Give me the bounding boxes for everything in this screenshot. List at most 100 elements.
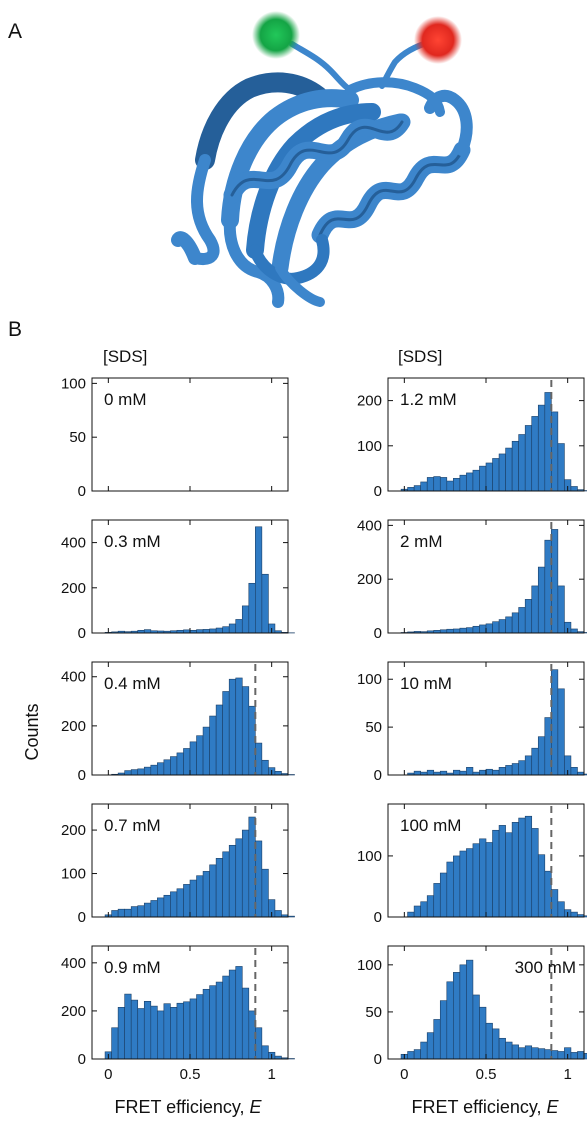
histogram-bar xyxy=(196,875,204,918)
histogram-bar xyxy=(472,625,480,634)
histogram-bar xyxy=(420,901,428,918)
histogram-bar xyxy=(505,832,513,918)
column-header-right: [SDS] xyxy=(398,347,442,366)
histogram-bar xyxy=(248,582,256,634)
histogram-bar xyxy=(531,585,539,634)
y-tick-label: 100 xyxy=(61,866,86,883)
histogram-bar xyxy=(557,443,565,492)
histogram-bar xyxy=(505,1041,513,1060)
histogram-bar xyxy=(472,994,480,1060)
histogram-bar xyxy=(413,770,421,776)
y-tick-label: 50 xyxy=(69,429,86,446)
histogram-bar xyxy=(479,838,487,918)
histogram-bar xyxy=(537,736,546,776)
histogram-bar xyxy=(124,770,132,776)
histogram-bar xyxy=(433,883,441,918)
concentration-label: 300 mM xyxy=(515,958,576,977)
histogram-bar xyxy=(183,748,191,776)
histogram-bar xyxy=(557,585,565,634)
histogram-bar xyxy=(492,1028,500,1060)
y-axis-title: Counts xyxy=(22,703,42,760)
histogram-bar xyxy=(202,871,210,918)
histogram-bar xyxy=(524,755,533,776)
y-tick-label: 400 xyxy=(61,955,86,972)
histogram-bar xyxy=(407,911,415,918)
histogram-bar xyxy=(143,629,152,634)
histogram-panel: 0 200 400 0.4 mM xyxy=(61,661,295,784)
histogram-bar xyxy=(130,999,139,1060)
concentration-label: 0 mM xyxy=(104,390,147,409)
histogram-bar xyxy=(459,474,467,492)
histogram-bar xyxy=(150,900,158,918)
histogram-bar xyxy=(570,486,578,492)
histogram-bar xyxy=(274,771,282,776)
histogram-bar xyxy=(479,624,487,634)
y-tick-label: 400 xyxy=(357,517,382,534)
histogram-bar xyxy=(170,756,178,776)
histogram-bar xyxy=(511,440,519,492)
histogram-bar xyxy=(287,915,295,918)
histogram-bar xyxy=(143,1000,152,1060)
histogram-bar xyxy=(170,1007,178,1060)
histogram-bar xyxy=(241,829,250,918)
histogram-bar xyxy=(511,763,519,776)
acceptor-dye-icon xyxy=(414,16,462,64)
histogram-bar xyxy=(189,741,197,776)
histogram-bar xyxy=(202,629,210,634)
histogram-bar xyxy=(524,599,533,634)
histogram-bar xyxy=(459,850,467,918)
histogram-bar xyxy=(426,895,435,918)
histogram-bar xyxy=(124,993,132,1060)
histogram-bar xyxy=(498,1037,506,1060)
y-tick-label: 0 xyxy=(374,483,382,500)
y-tick-label: 400 xyxy=(61,669,86,686)
histogram-bar xyxy=(163,759,171,776)
histogram-panel: 0 50 100 0 0.5 1 300 mM xyxy=(357,945,587,1083)
histogram-bar xyxy=(511,822,519,918)
y-tick-label: 0 xyxy=(78,909,86,926)
histogram-panel: 0 50 100 0 mM xyxy=(61,375,289,500)
histogram-bar xyxy=(202,726,210,776)
histogram-panel: 0 100 100 mM xyxy=(357,803,587,926)
panel-label-b: B xyxy=(8,318,22,341)
histogram-bar xyxy=(413,485,421,492)
donor-dye-icon xyxy=(252,11,300,59)
histogram-bar xyxy=(466,472,474,492)
histogram-bar xyxy=(485,623,493,634)
histogram-bar xyxy=(111,910,119,918)
y-tick-label: 50 xyxy=(365,719,382,736)
histogram-bar xyxy=(209,715,217,776)
histogram-bar xyxy=(163,1003,171,1060)
histogram-bar xyxy=(518,1047,526,1060)
histogram-bar xyxy=(241,686,250,776)
histogram-bar xyxy=(228,969,237,1060)
histogram-panel: 0 50 100 10 mM xyxy=(357,661,587,784)
histogram-bar xyxy=(498,453,506,492)
histogram-bar xyxy=(255,742,263,776)
histogram-bar xyxy=(150,1005,158,1060)
histogram-bar xyxy=(124,908,132,918)
histogram-bar xyxy=(466,848,474,918)
histogram-bar xyxy=(176,752,184,776)
histogram-bar xyxy=(209,985,217,1060)
histogram-bar xyxy=(189,879,197,918)
histogram-bar xyxy=(479,769,487,776)
histogram-bar xyxy=(426,1032,435,1060)
histogram-bar xyxy=(439,1000,448,1060)
histogram-bar xyxy=(196,994,204,1060)
histogram-bar xyxy=(466,627,474,634)
histogram-bar xyxy=(143,902,152,918)
histogram-bar xyxy=(433,476,441,492)
x-tick-label: 0.5 xyxy=(476,1066,497,1083)
y-tick-label: 200 xyxy=(357,393,382,410)
histogram-bar xyxy=(472,843,480,918)
histogram-bar xyxy=(551,529,559,634)
x-tick-label: 0 xyxy=(400,1066,408,1083)
histogram-bar xyxy=(459,627,467,634)
x-axis-title-left: FRET efficiency, E xyxy=(114,1097,262,1117)
histogram-bar xyxy=(492,769,500,776)
y-tick-label: 100 xyxy=(357,671,382,688)
histogram-bar xyxy=(426,769,435,776)
protein-ribbon-icon xyxy=(171,39,473,308)
histogram-bar xyxy=(453,628,461,634)
